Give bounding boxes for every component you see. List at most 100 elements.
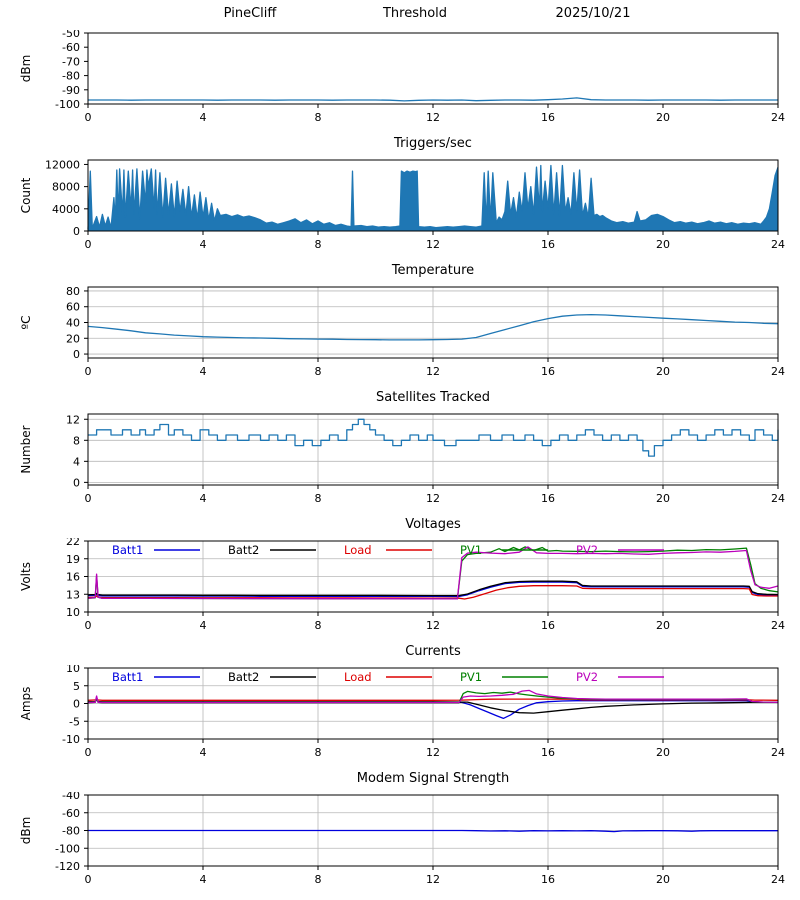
triggers-plot: 0 4 8 12 16 20 24 0 4000 8000 12000 Count: [19, 158, 785, 251]
svg-text:4: 4: [200, 111, 207, 124]
svg-text:16: 16: [541, 111, 555, 124]
svg-text:PV2: PV2: [576, 670, 598, 684]
modem-plot: 0 4 8 12 16 20 24 -120 -100 -80 -60 -40 dBm: [19, 789, 785, 886]
svg-text:0: 0: [73, 476, 80, 489]
svg-text:20: 20: [656, 873, 670, 886]
svg-text:4: 4: [73, 455, 80, 468]
svg-text:-80: -80: [62, 825, 80, 838]
chart-header-row: PineCliff Threshold 2025/10/21: [0, 6, 800, 30]
chart-block-satellites: Satellites Tracked 0 4 8 12 16 20 24 0 4 8 12 Numbe…: [0, 387, 800, 511]
svg-text:24: 24: [771, 111, 785, 124]
chart-title-currents: Currents: [405, 644, 461, 659]
svg-text:22: 22: [66, 538, 80, 548]
signal-threshold-chart: 0 4 8 12 16 20 24 -100 -90 -80 -70 -60 -50 dBm: [0, 27, 800, 130]
svg-text:-60: -60: [62, 41, 80, 54]
svg-text:20: 20: [656, 619, 670, 632]
svg-text:dBm: dBm: [19, 55, 33, 83]
svg-text:24: 24: [771, 365, 785, 378]
svg-text:Batt2: Batt2: [228, 670, 259, 684]
svg-text:0: 0: [85, 111, 92, 124]
chart-title-modem: Modem Signal Strength: [356, 771, 510, 786]
svg-text:8: 8: [315, 492, 322, 505]
svg-text:10: 10: [66, 606, 80, 619]
voltages-plot: 0 4 8 12 16 20 24 10 13 16 19 22 Volts Batt1 Batt2 Load…: [19, 535, 785, 632]
svg-text:13: 13: [66, 588, 80, 601]
svg-text:24: 24: [771, 873, 785, 886]
svg-text:-100: -100: [55, 98, 80, 111]
svg-text:8: 8: [73, 434, 80, 447]
svg-text:-120: -120: [55, 860, 80, 873]
svg-text:12: 12: [426, 111, 440, 124]
svg-text:0: 0: [85, 746, 92, 759]
svg-text:ºC: ºC: [19, 315, 33, 329]
chart-block-modem: Modem Signal Strength 0 4 8 12 16 20 24 -120 -10…: [0, 768, 800, 892]
svg-text:24: 24: [771, 492, 785, 505]
currents-chart: 0 4 8 12 16 20 24 -10 -5 0 5 10 Amps Batt1 Batt2 Load PV…: [0, 662, 800, 765]
svg-text:12: 12: [426, 238, 440, 251]
svg-text:4: 4: [200, 238, 207, 251]
svg-text:19: 19: [66, 553, 80, 566]
svg-text:8: 8: [315, 873, 322, 886]
voltages-chart: 0 4 8 12 16 20 24 10 13 16 19 22 Volts Batt1 Batt2 Load…: [0, 535, 800, 638]
svg-text:8: 8: [315, 746, 322, 759]
svg-text:20: 20: [66, 332, 80, 345]
svg-text:8: 8: [315, 238, 322, 251]
svg-text:-100: -100: [55, 842, 80, 855]
svg-text:-80: -80: [62, 70, 80, 83]
svg-text:80: 80: [66, 285, 80, 298]
svg-text:Batt1: Batt1: [112, 543, 143, 557]
svg-text:Count: Count: [19, 177, 33, 213]
svg-text:dBm: dBm: [19, 817, 33, 845]
svg-text:PV1: PV1: [460, 670, 482, 684]
svg-text:0: 0: [85, 492, 92, 505]
svg-text:Load: Load: [344, 670, 372, 684]
svg-text:4000: 4000: [52, 203, 80, 216]
signal-plot: 0 4 8 12 16 20 24 -100-90-80 -70-60-50 dBm: [19, 27, 785, 124]
modem-chart: 0 4 8 12 16 20 24 -120 -100 -80 -60 -40 dBm: [0, 789, 800, 892]
currents-plot: 0 4 8 12 16 20 24 -10 -5 0 5 10 Amps Batt1 Batt2 Load PV…: [19, 662, 785, 759]
station-name: PineCliff: [223, 6, 277, 21]
svg-text:16: 16: [541, 492, 555, 505]
svg-text:12: 12: [426, 492, 440, 505]
svg-text:20: 20: [656, 365, 670, 378]
svg-text:Number: Number: [19, 425, 33, 473]
chart-title-temperature: Temperature: [391, 263, 475, 278]
svg-text:20: 20: [656, 492, 670, 505]
svg-text:-90: -90: [62, 84, 80, 97]
svg-text:0: 0: [85, 619, 92, 632]
svg-text:0: 0: [73, 348, 80, 361]
svg-text:4: 4: [200, 873, 207, 886]
svg-text:0: 0: [73, 698, 80, 711]
svg-text:16: 16: [541, 873, 555, 886]
svg-text:16: 16: [541, 238, 555, 251]
svg-text:16: 16: [66, 571, 80, 584]
svg-text:8: 8: [315, 365, 322, 378]
chart-title-satellites: Satellites Tracked: [376, 390, 490, 405]
svg-text:PV1: PV1: [460, 543, 482, 557]
svg-text:4: 4: [200, 492, 207, 505]
chart-block-triggers: Triggers/sec 0 4 8 12 16 20 24 0 4000 8000 12000 Co…: [0, 133, 800, 257]
svg-text:0: 0: [85, 873, 92, 886]
svg-text:0: 0: [85, 238, 92, 251]
svg-text:8: 8: [315, 111, 322, 124]
svg-text:Batt1: Batt1: [112, 670, 143, 684]
svg-text:12: 12: [66, 413, 80, 426]
svg-text:12: 12: [426, 619, 440, 632]
svg-text:Load: Load: [344, 543, 372, 557]
chart-date: 2025/10/21: [555, 6, 631, 21]
chart-block-currents: Currents 0 4 8 12 16 20 24 -10 -5 0 5 10 Amps Batt1 Ba…: [0, 641, 800, 765]
svg-text:24: 24: [771, 619, 785, 632]
svg-text:12: 12: [426, 746, 440, 759]
svg-text:16: 16: [541, 365, 555, 378]
temperature-chart: 0 4 8 12 16 20 24 0 20 40 60 80 ºC: [0, 284, 800, 384]
svg-text:0: 0: [85, 365, 92, 378]
svg-text:24: 24: [771, 746, 785, 759]
temperature-plot: 0 4 8 12 16 20 24 0 20 40 60 80 ºC: [19, 285, 785, 378]
svg-text:Amps: Amps: [19, 687, 33, 721]
svg-text:10: 10: [66, 665, 80, 675]
svg-text:5: 5: [73, 680, 80, 693]
chart-title-voltages: Voltages: [405, 517, 461, 532]
svg-text:Batt2: Batt2: [228, 543, 259, 557]
satellites-chart: 0 4 8 12 16 20 24 0 4 8 12 Number: [0, 411, 800, 511]
